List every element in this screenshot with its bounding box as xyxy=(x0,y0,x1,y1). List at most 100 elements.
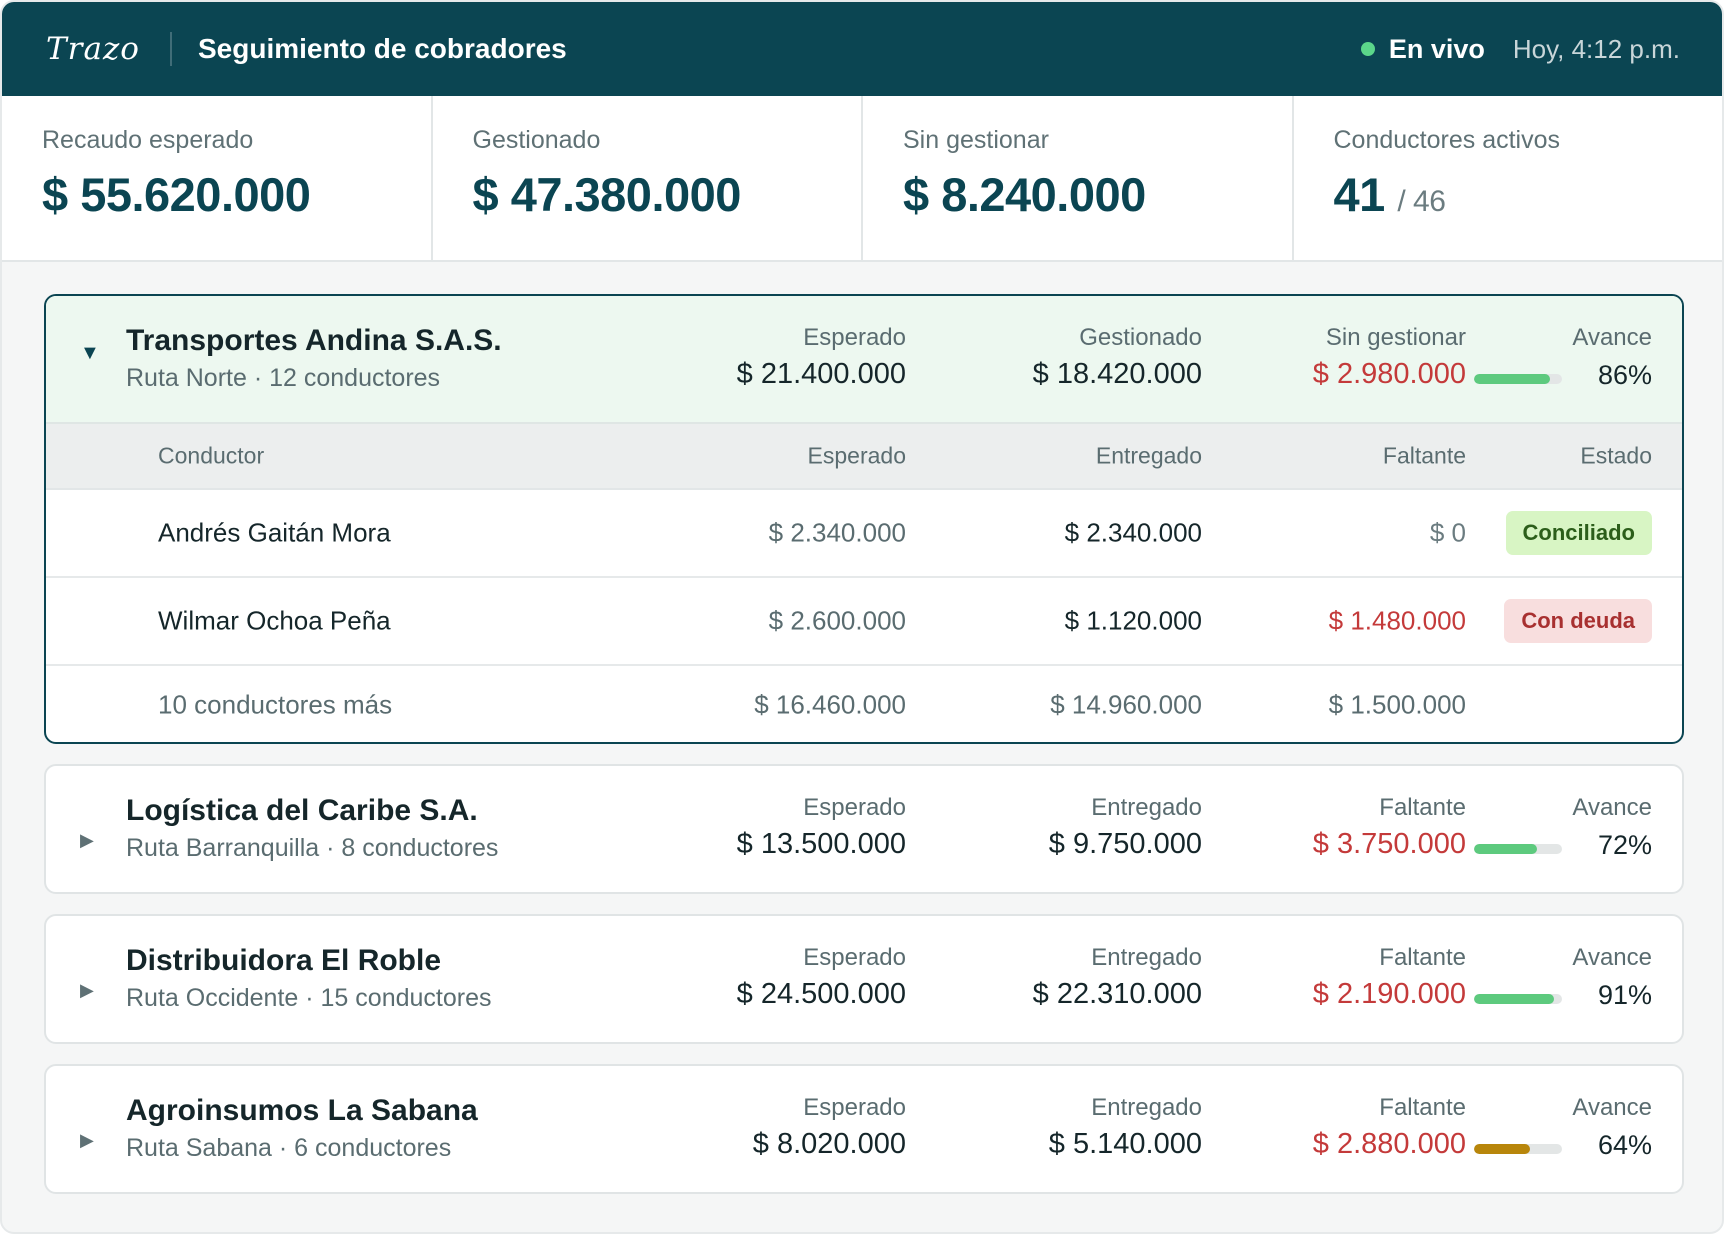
company-card-header[interactable]: ▼ Transportes Andina S.A.S. Ruta Norte ·… xyxy=(46,296,1682,424)
metric-delivered: Entregado $ 9.750.000 xyxy=(1049,794,1202,861)
driver-delivered: $ 2.340.000 xyxy=(1064,517,1202,548)
driver-missing: $ 1.480.000 xyxy=(1328,605,1466,636)
metric-label: Esperado xyxy=(803,324,906,351)
company-route: Ruta Sabana · 6 conductores xyxy=(126,1134,452,1162)
live-label: En vivo xyxy=(1388,33,1485,64)
metric-expected: Esperado $ 21.400.000 xyxy=(737,324,906,391)
kpi-label: Recaudo esperado xyxy=(42,126,254,154)
more-drivers-link[interactable]: 10 conductores más xyxy=(158,689,393,720)
metric-unmanaged: Sin gestionar $ 2.980.000 xyxy=(1313,324,1466,391)
table-row[interactable]: Wilmar Ochoa Peña $ 2.600.000 $ 1.120.00… xyxy=(46,578,1682,666)
status-cell: Conciliado xyxy=(1505,511,1652,555)
metric-value: $ 8.020.000 xyxy=(752,1128,906,1160)
kpi-strip: Recaudo esperado $ 55.620.000 Gestionado… xyxy=(2,96,1722,262)
progress-percent: 91% xyxy=(1597,980,1652,1010)
kpi-total-count: / 46 xyxy=(1397,185,1446,218)
company-name: Distribuidora El Roble xyxy=(126,944,442,977)
kpi-value: $ 55.620.000 xyxy=(42,168,311,221)
more-delivered: $ 14.960.000 xyxy=(1050,689,1202,720)
chevron-right-icon[interactable]: ▶ xyxy=(80,1130,94,1150)
metric-label: Entregado xyxy=(1091,1094,1202,1121)
table-row[interactable]: Andrés Gaitán Mora $ 2.340.000 $ 2.340.0… xyxy=(46,490,1682,578)
metric-label: Faltante xyxy=(1379,1094,1466,1121)
top-bar: Trazo Seguimiento de cobradores En vivo … xyxy=(2,2,1722,96)
metric-managed: Gestionado $ 18.420.000 xyxy=(1033,324,1202,391)
metric-label: Entregado xyxy=(1091,794,1202,821)
progress-bar xyxy=(1474,994,1562,1004)
driver-expected: $ 2.340.000 xyxy=(768,517,906,548)
kpi-value: 41 / 46 xyxy=(1334,167,1723,222)
chevron-right-icon[interactable]: ▶ xyxy=(80,980,94,1000)
metric-label: Esperado xyxy=(803,794,906,821)
company-card-distribuidora-roble: ▶ Distribuidora El Roble Ruta Occidente … xyxy=(44,914,1684,1044)
metric-expected: Esperado $ 13.500.000 xyxy=(737,794,906,861)
chevron-down-icon[interactable]: ▼ xyxy=(80,342,100,364)
kpi-value: $ 8.240.000 xyxy=(903,168,1146,221)
kpi-active-count: 41 xyxy=(1333,168,1386,221)
progress-fill xyxy=(1474,374,1550,384)
live-dot-icon xyxy=(1360,42,1375,56)
driver-expected: $ 2.600.000 xyxy=(768,605,906,636)
column-header-missing: Faltante xyxy=(1382,442,1466,469)
status-badge: Conciliado xyxy=(1505,511,1652,555)
metric-label: Esperado xyxy=(803,1094,906,1121)
metric-value: $ 2.980.000 xyxy=(1312,358,1466,390)
metric-expected: Esperado $ 24.500.000 xyxy=(737,944,906,1011)
metric-expected: Esperado $ 8.020.000 xyxy=(753,1094,906,1161)
progress-fill xyxy=(1474,994,1555,1004)
header-divider xyxy=(169,32,172,66)
chevron-right-icon[interactable]: ▶ xyxy=(80,830,94,850)
company-route: Ruta Norte · 12 conductores xyxy=(126,364,441,392)
metric-value: $ 3.750.000 xyxy=(1312,828,1466,860)
progress-label: Avance xyxy=(1572,794,1652,821)
kpi-label: Sin gestionar xyxy=(903,126,1049,154)
company-card-header[interactable]: ▶ Distribuidora El Roble Ruta Occidente … xyxy=(46,916,1682,1042)
progress-label: Avance xyxy=(1572,1094,1652,1121)
kpi-expected: Recaudo esperado $ 55.620.000 xyxy=(2,96,433,260)
metric-value: $ 5.140.000 xyxy=(1048,1128,1202,1160)
company-card-header[interactable]: ▶ Agroinsumos La Sabana Ruta Sabana · 6 … xyxy=(46,1066,1682,1192)
kpi-value: $ 47.380.000 xyxy=(472,168,742,221)
metric-label: Entregado xyxy=(1091,944,1202,971)
company-name: Logística del Caribe S.A. xyxy=(126,794,478,827)
driver-name: Andrés Gaitán Mora xyxy=(158,517,391,548)
timestamp: Hoy, 4:12 p.m. xyxy=(1512,33,1680,64)
kpi-label: Gestionado xyxy=(472,126,601,154)
kpi-label: Conductores activos xyxy=(1333,126,1561,154)
metric-label: Gestionado xyxy=(1079,324,1202,351)
column-header-delivered: Entregado xyxy=(1095,442,1202,469)
metric-value: $ 22.310.000 xyxy=(1032,978,1202,1010)
progress-bar xyxy=(1474,844,1562,854)
metric-missing: Faltante $ 3.750.000 xyxy=(1313,794,1466,861)
progress-percent: 64% xyxy=(1597,1130,1652,1160)
metric-label: Sin gestionar xyxy=(1325,324,1466,351)
company-name: Transportes Andina S.A.S. xyxy=(126,324,502,357)
status-badge: Con deuda xyxy=(1504,599,1652,643)
status-cell: Con deuda xyxy=(1504,599,1652,643)
driver-delivered: $ 1.120.000 xyxy=(1064,605,1202,636)
driver-name: Wilmar Ochoa Peña xyxy=(158,605,391,636)
page-title: Seguimiento de cobradores xyxy=(197,33,567,64)
logo: Trazo xyxy=(46,31,140,67)
company-card-transportes-andina: ▼ Transportes Andina S.A.S. Ruta Norte ·… xyxy=(44,294,1684,744)
column-header-expected: Esperado xyxy=(807,442,906,469)
company-route: Ruta Occidente · 15 conductores xyxy=(126,984,492,1012)
live-indicator: En vivo xyxy=(1360,33,1485,65)
progress-percent: 86% xyxy=(1597,360,1652,390)
kpi-managed: Gestionado $ 47.380.000 xyxy=(433,96,863,260)
kpi-active-drivers: Conductores activos 41 / 46 xyxy=(1294,96,1723,260)
column-header-status: Estado xyxy=(1580,442,1652,469)
driver-missing: $ 0 xyxy=(1429,517,1466,548)
metric-value: $ 2.880.000 xyxy=(1312,1128,1466,1160)
progress-fill xyxy=(1474,1144,1531,1154)
column-header-driver: Conductor xyxy=(158,442,265,469)
metric-value: $ 13.500.000 xyxy=(736,828,906,860)
metric-value: $ 21.400.000 xyxy=(736,358,906,390)
company-card-agroinsumos-sabana: ▶ Agroinsumos La Sabana Ruta Sabana · 6 … xyxy=(44,1064,1684,1194)
metric-value: $ 24.500.000 xyxy=(736,978,906,1010)
company-card-header[interactable]: ▶ Logística del Caribe S.A. Ruta Barranq… xyxy=(46,766,1682,892)
metric-value: $ 2.190.000 xyxy=(1312,978,1466,1010)
more-drivers-row[interactable]: 10 conductores más $ 16.460.000 $ 14.960… xyxy=(46,666,1682,742)
progress-percent: 72% xyxy=(1597,830,1652,860)
